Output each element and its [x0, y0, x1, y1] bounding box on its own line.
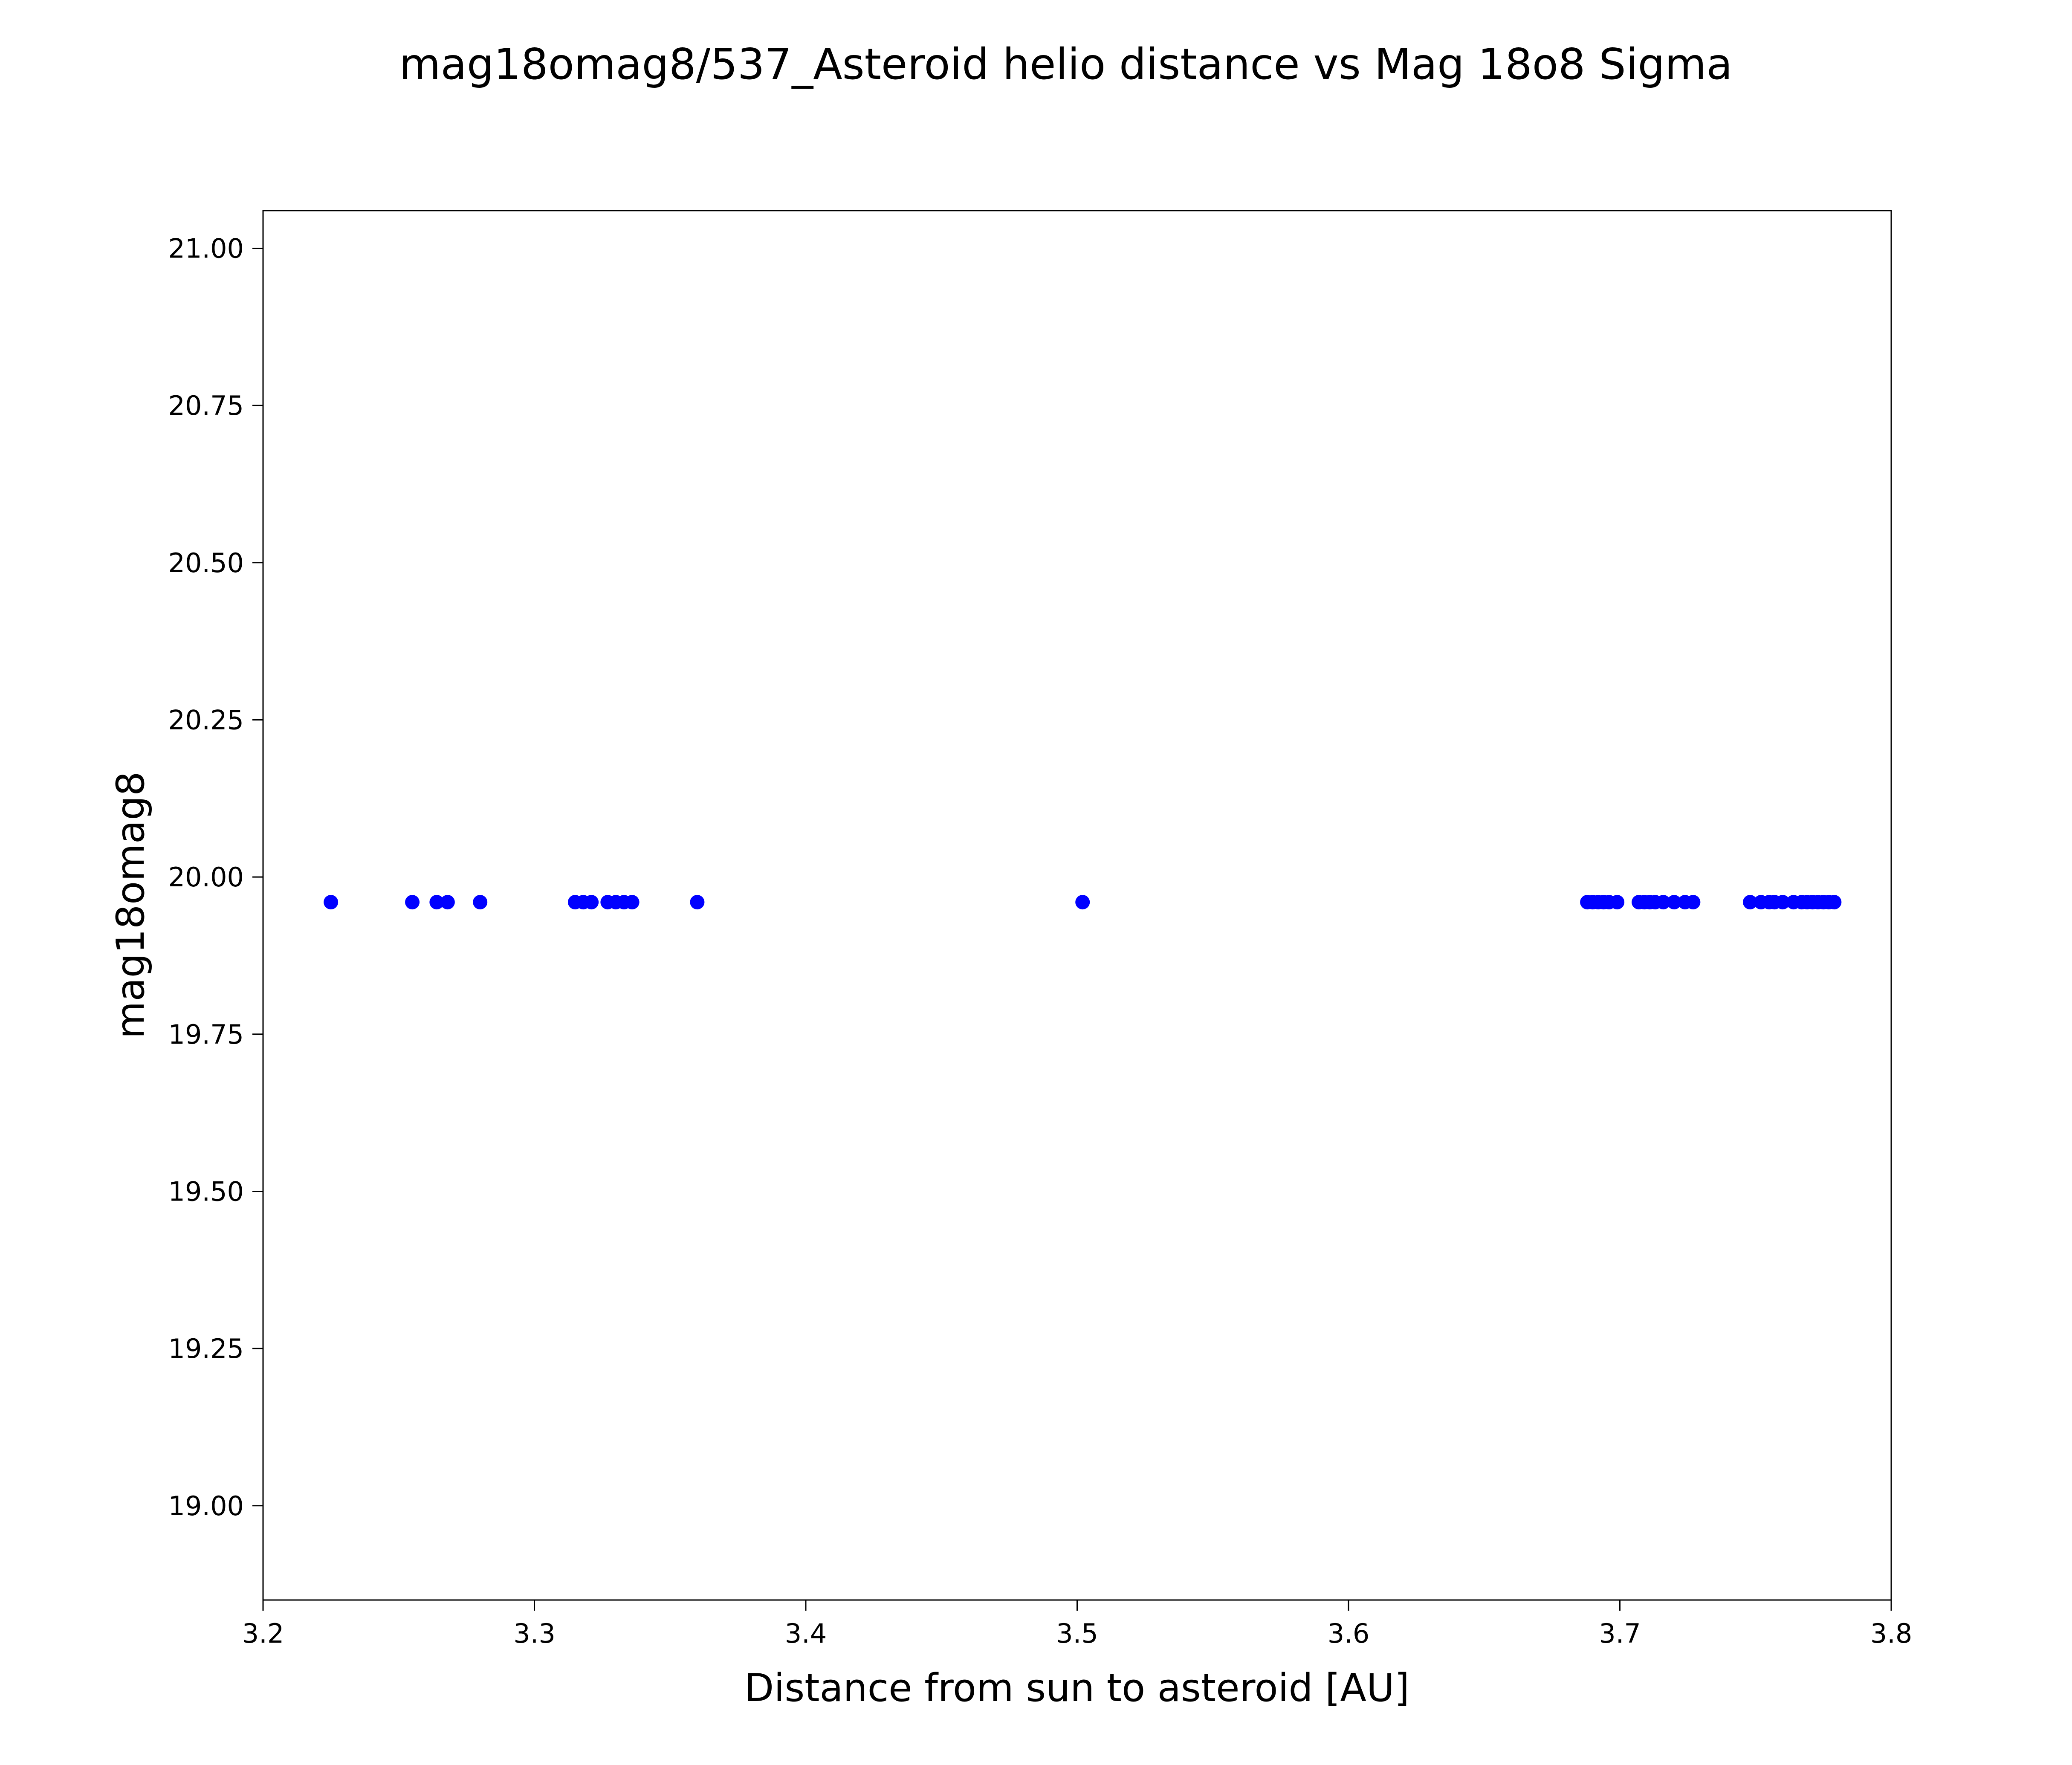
y-tick-label: 21.00: [168, 233, 244, 264]
x-tick-label: 3.4: [785, 1618, 827, 1649]
data-point: [429, 895, 444, 910]
y-tick-label: 20.50: [168, 547, 244, 579]
y-tick-label: 19.50: [168, 1176, 244, 1207]
y-tick-label: 19.00: [168, 1490, 244, 1522]
chart-title: mag18omag8/537_Asteroid helio distance v…: [399, 39, 1732, 89]
data-point: [405, 895, 420, 910]
data-point: [1743, 895, 1758, 910]
x-tick-label: 3.5: [1056, 1618, 1098, 1649]
y-tick-label: 20.75: [168, 390, 244, 421]
data-point: [625, 895, 640, 910]
y-tick-label: 20.25: [168, 704, 244, 735]
data-point: [690, 895, 705, 910]
x-tick-label: 3.7: [1599, 1618, 1641, 1649]
data-point: [1075, 895, 1090, 910]
data-point: [324, 895, 339, 910]
x-tick-label: 3.8: [1870, 1618, 1913, 1649]
y-tick-label: 20.00: [168, 862, 244, 893]
x-tick-label: 3.3: [513, 1618, 556, 1649]
y-tick-label: 19.75: [168, 1019, 244, 1050]
x-axis-label: Distance from sun to asteroid [AU]: [744, 1666, 1409, 1710]
y-tick-label: 19.25: [168, 1333, 244, 1364]
data-point: [1827, 895, 1842, 910]
x-tick-label: 3.6: [1328, 1618, 1370, 1649]
data-point: [473, 895, 488, 910]
data-point: [1656, 895, 1671, 910]
data-point: [440, 895, 455, 910]
data-point: [1667, 895, 1681, 910]
y-axis-label: mag18omag8: [108, 772, 153, 1039]
data-point: [584, 895, 599, 910]
data-point: [1610, 895, 1625, 910]
data-point: [1775, 895, 1790, 910]
data-point: [1686, 895, 1701, 910]
x-tick-label: 3.2: [242, 1618, 284, 1649]
plot-area: 3.2 3.3 3.4 3.5 3.6 3.7 3.8 19.00 19.25 19.50 19.7…: [168, 210, 1913, 1649]
